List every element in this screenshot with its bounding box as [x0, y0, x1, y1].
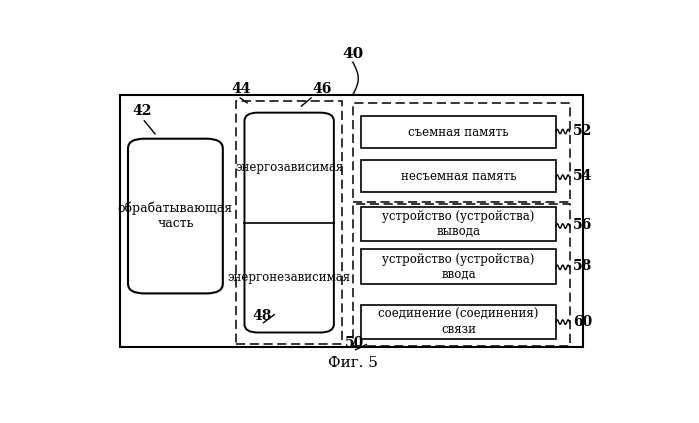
- Bar: [361, 160, 556, 192]
- Text: 48: 48: [252, 309, 272, 323]
- Bar: [353, 204, 570, 346]
- Text: обрабатывающая
часть: обрабатывающая часть: [118, 202, 233, 230]
- Text: 52: 52: [572, 124, 592, 137]
- Text: 54: 54: [572, 169, 592, 183]
- Text: 46: 46: [312, 82, 331, 96]
- Text: 42: 42: [132, 104, 152, 118]
- Text: 40: 40: [343, 47, 363, 60]
- Text: 44: 44: [231, 82, 250, 96]
- Bar: [361, 250, 556, 284]
- Text: устройство (устройства)
ввода: устройство (устройства) ввода: [382, 253, 535, 280]
- FancyBboxPatch shape: [128, 139, 223, 294]
- Bar: [361, 116, 556, 148]
- Text: устройство (устройства)
вывода: устройство (устройства) вывода: [382, 210, 535, 238]
- Text: 58: 58: [572, 259, 592, 273]
- FancyBboxPatch shape: [245, 113, 334, 332]
- Text: 60: 60: [572, 315, 592, 329]
- Bar: [353, 103, 570, 202]
- Text: энергонезависимая: энергонезависимая: [228, 271, 351, 284]
- Bar: [361, 207, 556, 241]
- Text: Фиг. 5: Фиг. 5: [328, 356, 377, 370]
- Bar: [361, 305, 556, 339]
- Text: съемная память: съемная память: [408, 126, 509, 139]
- Text: соединение (соединения)
связи: соединение (соединения) связи: [378, 308, 539, 336]
- Bar: [120, 95, 583, 347]
- Bar: [236, 101, 342, 344]
- Text: несъемная память: несъемная память: [401, 170, 516, 183]
- Text: 50: 50: [345, 336, 364, 350]
- Text: 56: 56: [572, 218, 592, 232]
- Text: энергозависимая: энергозависимая: [235, 161, 343, 174]
